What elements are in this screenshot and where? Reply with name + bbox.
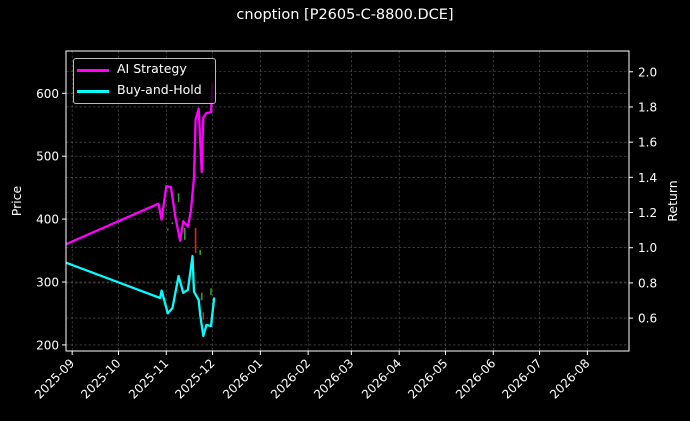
x-tick-label: 2026-04: [359, 356, 404, 401]
y-axis-label-right: Return: [665, 180, 680, 221]
y-tick-label-right: 1.8: [638, 100, 657, 114]
grid-lines: [66, 51, 629, 351]
candlesticks: [167, 193, 212, 320]
y-tick-label-right: 0.8: [638, 276, 657, 290]
legend-item-buy-and-hold: Buy-and-Hold: [74, 81, 215, 101]
x-tick-label: 2025-12: [172, 356, 217, 401]
x-tick-label: 2026-06: [453, 356, 498, 401]
y-tick-label-left: 200: [36, 338, 59, 352]
x-tick-label: 2025-10: [78, 356, 123, 401]
legend-label: Buy-and-Hold: [117, 82, 202, 97]
x-tick-label: 2025-11: [126, 356, 171, 401]
axes-frame: [65, 50, 630, 352]
y-tick-label-left: 500: [36, 150, 59, 164]
legend: AI Strategy Buy-and-Hold: [73, 58, 216, 104]
series-lines: [66, 82, 216, 338]
y-tick-label-right: 1.2: [638, 206, 657, 220]
y-axis-label-left: Price: [9, 185, 24, 216]
x-tick-label: 2026-07: [499, 356, 544, 401]
y-tick-label-right: 2.0: [638, 65, 657, 79]
y-tick-label-right: 0.6: [638, 312, 657, 326]
y-tick-label-left: 400: [36, 213, 59, 227]
series-line-buy-and-hold: [66, 254, 216, 338]
y-tick-label-right: 1.4: [638, 171, 657, 185]
legend-swatch-buy-and-hold: [77, 90, 109, 93]
x-tick-label: 2026-05: [405, 356, 450, 401]
y-tick-label-right: 1.0: [638, 241, 657, 255]
x-tick-label: 2026-08: [547, 356, 592, 401]
y-tick-label-left: 300: [36, 275, 59, 289]
x-tick-label: 2026-02: [268, 356, 313, 401]
x-tick-label: 2025-09: [32, 356, 77, 401]
x-tick-label: 2026-01: [220, 356, 265, 401]
series-line-ai-strategy: [66, 82, 214, 246]
legend-swatch-ai-strategy: [77, 69, 109, 72]
chart-title: cnoption [P2605-C-8800.DCE]: [236, 7, 454, 23]
legend-label: AI Strategy: [117, 61, 187, 76]
y-tick-label-right: 1.6: [638, 136, 657, 150]
legend-item-ai-strategy: AI Strategy: [74, 60, 215, 80]
x-tick-label: 2026-03: [311, 356, 356, 401]
y-tick-label-left: 600: [36, 87, 59, 101]
